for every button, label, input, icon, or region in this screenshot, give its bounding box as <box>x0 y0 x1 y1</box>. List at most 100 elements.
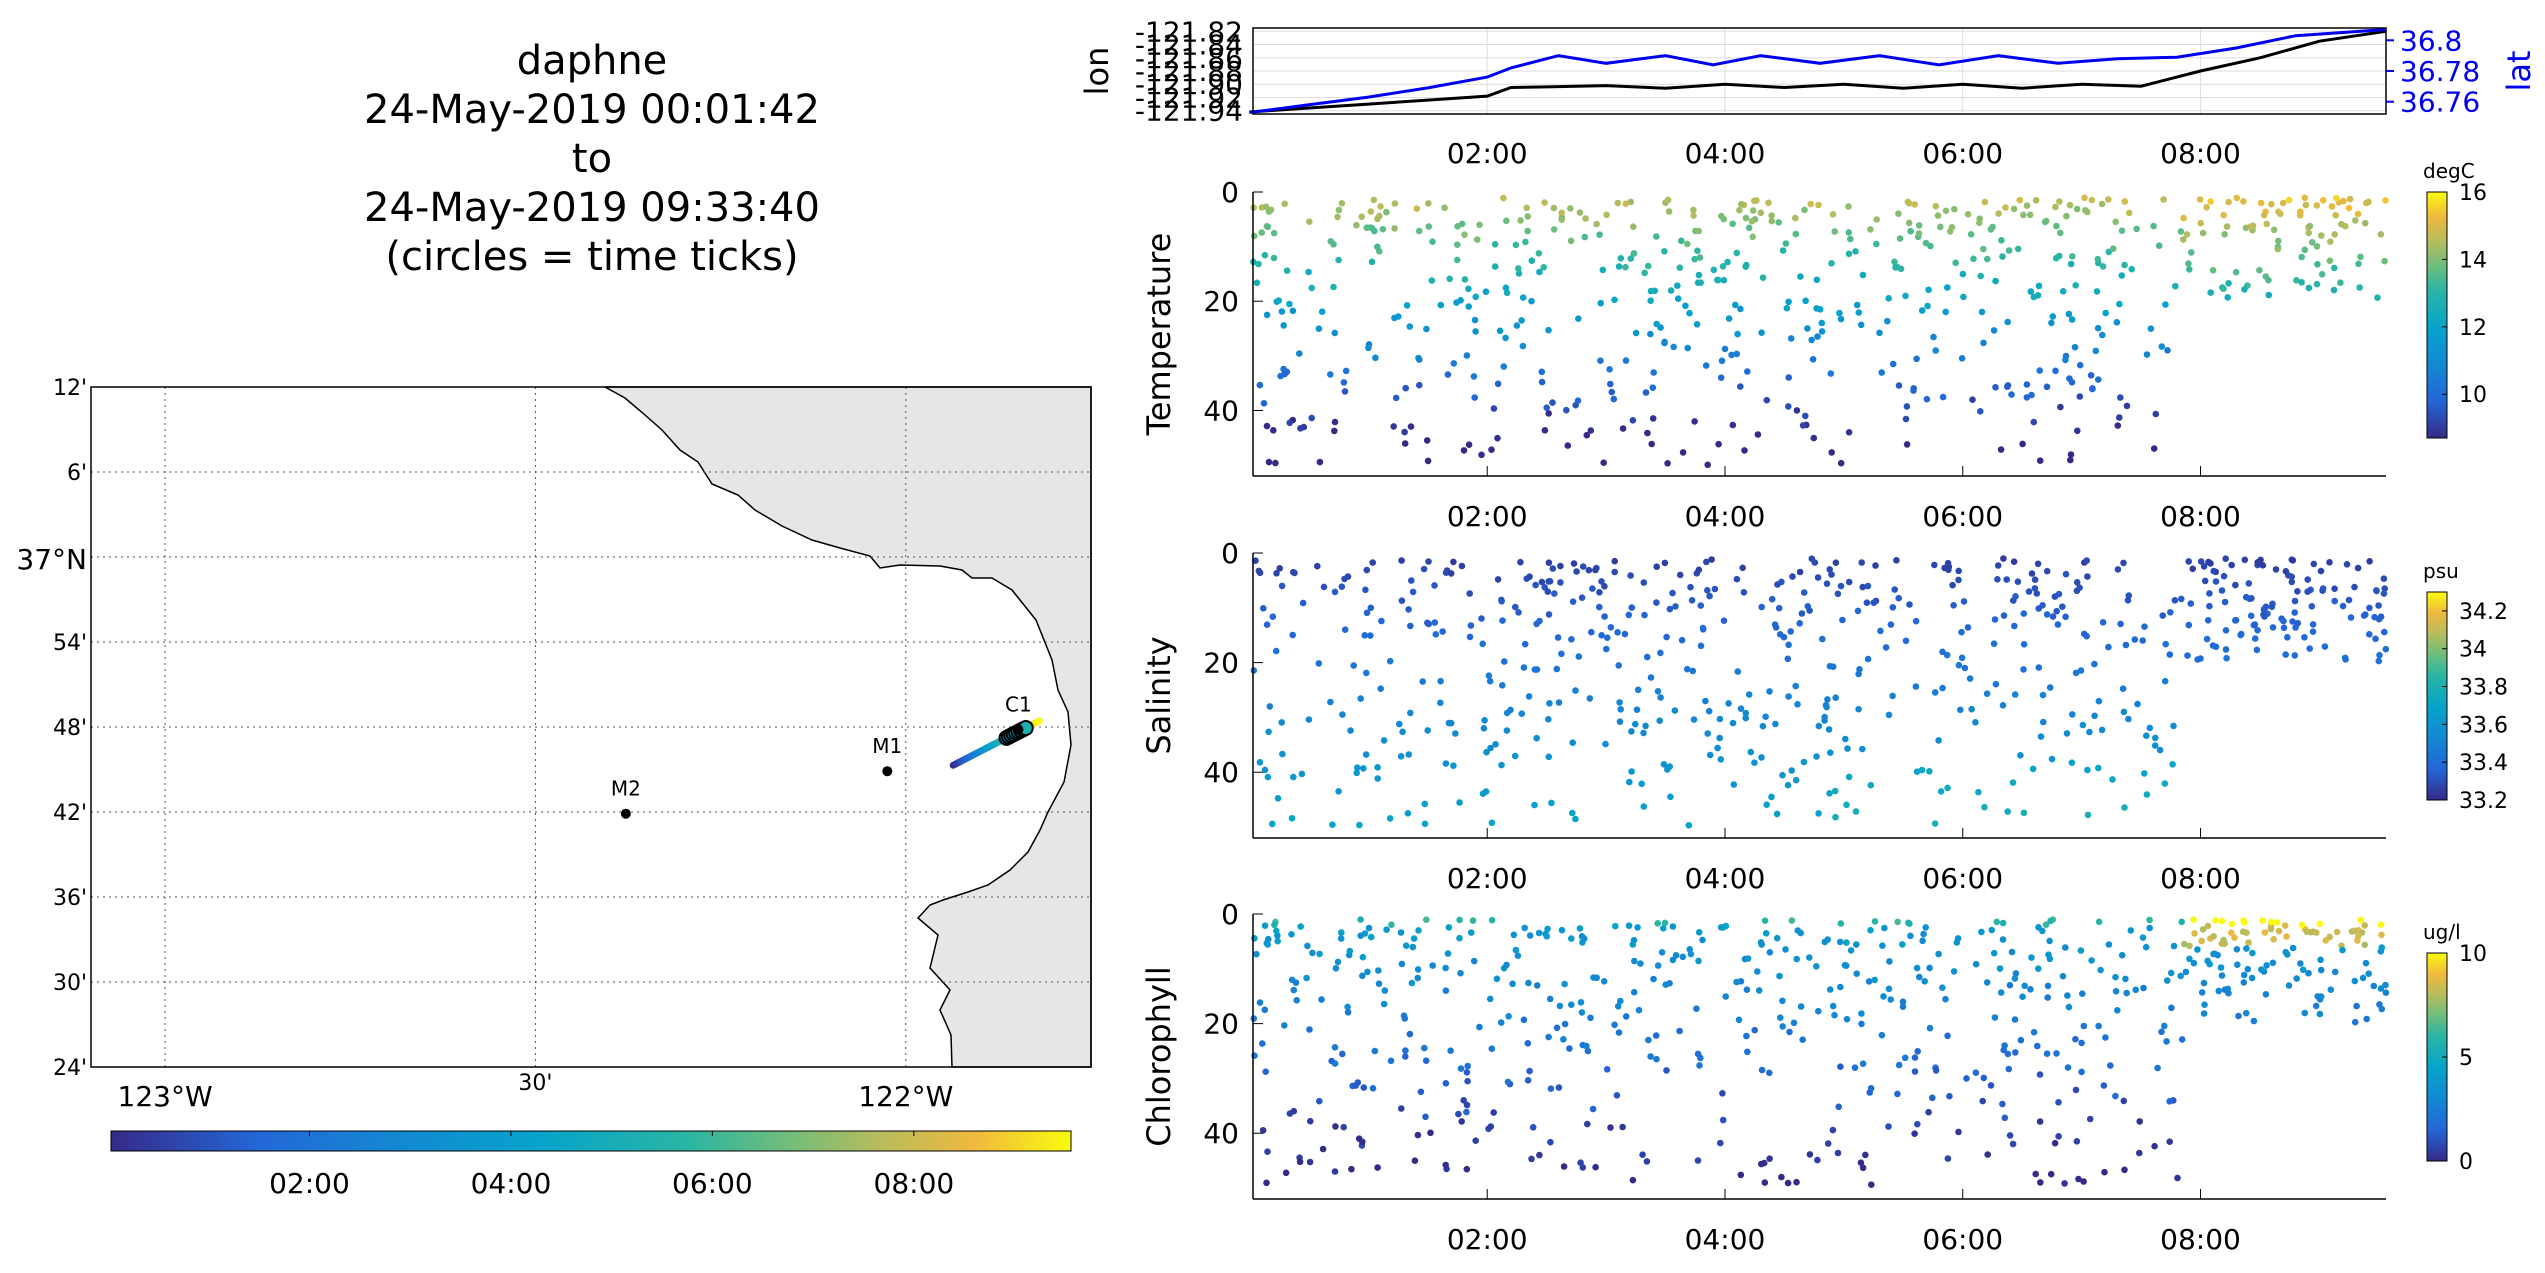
chlorophyll-point <box>2163 1038 2170 1045</box>
temperature-point <box>1732 301 1739 309</box>
salinity-point <box>2079 721 2087 729</box>
temperature-point <box>1428 277 1436 284</box>
temperature-point <box>1305 268 1312 276</box>
salinity-point <box>1341 626 1349 633</box>
temperature-point <box>2313 202 2321 209</box>
chlorophyll-point <box>1493 975 1501 983</box>
lonlat-y-tick-label: -121.92 <box>1135 81 1243 114</box>
chlorophyll-point <box>2317 956 2324 964</box>
temperature-point <box>1596 231 1603 238</box>
chlorophyll-x-tick-label: 06:00 <box>1922 1223 2003 1256</box>
temperature-point <box>2032 197 2040 204</box>
salinity-point <box>1687 583 1694 591</box>
salinity-point <box>1480 725 1488 732</box>
chlorophyll-point <box>1946 1092 1953 1100</box>
salinity-point <box>1704 730 1711 737</box>
salinity-point <box>2251 635 2259 642</box>
chlorophyll-point <box>1525 979 1532 987</box>
temperature-point <box>1255 260 1262 268</box>
chlorophyll-point <box>1773 934 1781 942</box>
chlorophyll-point <box>1510 931 1518 939</box>
salinity-point <box>1439 628 1446 635</box>
salinity-point <box>1256 759 1264 766</box>
temperature-point <box>2183 231 2191 238</box>
chlorophyll-point <box>1797 929 1804 937</box>
map-colorbar-tick-label: 06:00 <box>672 1167 753 1200</box>
chlorophyll-point <box>1251 1052 1258 1059</box>
salinity-point <box>1827 749 1834 756</box>
salinity-point <box>1832 559 1840 566</box>
chlorophyll-point <box>2378 1005 2386 1013</box>
chlorophyll-point <box>1920 930 1927 938</box>
chlorophyll-point <box>2186 942 2193 950</box>
temperature-point <box>2260 211 2268 219</box>
salinity-point <box>1994 576 2001 583</box>
salinity-point <box>1265 728 1272 736</box>
chlorophyll-point <box>1297 923 1304 930</box>
salinity-point <box>1657 649 1664 657</box>
chlorophyll-point <box>1544 925 1551 933</box>
chlorophyll-point <box>2120 1097 2128 1105</box>
temperature-point <box>1338 200 1346 207</box>
temperature-point <box>1536 268 1543 276</box>
chlorophyll-point <box>2012 970 2020 977</box>
salinity-point <box>1533 734 1540 742</box>
chlorophyll-point <box>2245 939 2252 946</box>
salinity-point <box>2020 610 2028 617</box>
salinity-point <box>1826 566 1833 573</box>
temperature-point <box>1809 356 1817 363</box>
salinity-point <box>1347 727 1354 734</box>
temperature-point <box>1463 352 1471 359</box>
temperature-point <box>1519 342 1527 350</box>
temperature-point <box>1977 408 1984 415</box>
lonlat-y-tick-label: -121.90 <box>1135 68 1243 101</box>
chlorophyll-point <box>2166 1098 2173 1105</box>
temperature-point <box>1893 263 1901 271</box>
chlorophyll-point <box>1635 1006 1643 1014</box>
chlorophyll-point <box>1303 974 1310 982</box>
lonlat-y-tick-label: -121.94 <box>1135 95 1243 128</box>
temperature-point <box>1330 283 1337 291</box>
chlorophyll-point <box>1553 1024 1561 1032</box>
chlorophyll-point <box>2240 971 2248 979</box>
salinity-point <box>1796 568 1804 576</box>
chlorophyll-point <box>2012 1049 2019 1056</box>
temperature-point <box>1425 200 1432 207</box>
temperature-point <box>2362 219 2369 227</box>
temperature-point <box>2087 372 2095 379</box>
lonlat-lines <box>1249 28 2387 114</box>
chlorophyll-point <box>1932 1067 1940 1074</box>
salinity-point <box>2143 791 2151 798</box>
salinity-point <box>1859 745 1866 753</box>
temperature-point <box>2125 209 2133 217</box>
salinity-point <box>1931 689 1939 696</box>
temperature-point <box>2035 282 2043 290</box>
chlorophyll-point <box>2191 930 2198 937</box>
salinity-point <box>1339 711 1346 718</box>
temperature-point <box>2150 222 2157 230</box>
salinity-point <box>2221 598 2229 606</box>
temperature-point <box>2026 211 2034 219</box>
chlorophyll-point <box>2154 1064 2161 1072</box>
temperature-point <box>1867 226 1874 233</box>
salinity-point <box>1640 579 1648 586</box>
temperature-point <box>2338 220 2345 228</box>
temperature-point <box>1650 369 1657 376</box>
temperature-point <box>1402 384 1409 392</box>
temperature-point <box>2301 194 2309 202</box>
temperature-point <box>2030 418 2038 426</box>
salinity-point <box>2010 597 2017 604</box>
chlorophyll-point <box>1463 1108 1470 1116</box>
chlorophyll-point <box>1695 957 1702 965</box>
chlorophyll-point <box>2218 917 2226 925</box>
salinity-y-tick-label: 20 <box>1203 647 1239 680</box>
chlorophyll-point <box>1457 969 1464 977</box>
chlorophyll-point <box>2132 986 2139 994</box>
temperature-point <box>1757 209 1765 217</box>
chlorophyll-point <box>1387 1057 1395 1065</box>
salinity-point <box>2020 809 2028 817</box>
salinity-point <box>2055 590 2063 598</box>
temperature-point <box>1902 415 1910 423</box>
salinity-point <box>2245 580 2253 587</box>
title-line-2: 24-May-2019 00:01:42 <box>364 87 820 133</box>
